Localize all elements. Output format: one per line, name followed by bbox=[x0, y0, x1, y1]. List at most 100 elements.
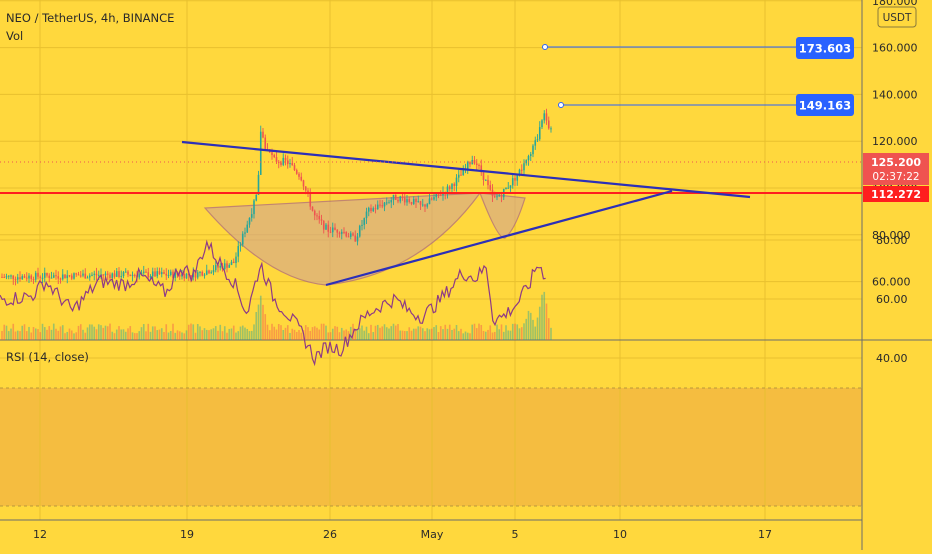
volume-bar bbox=[235, 332, 237, 340]
volume-bar bbox=[127, 328, 129, 340]
volume-bar bbox=[230, 328, 233, 340]
handle-shape[interactable] bbox=[479, 192, 526, 239]
candle-body bbox=[39, 276, 42, 278]
candle-body bbox=[421, 204, 424, 206]
candle-body bbox=[543, 113, 546, 121]
candle-body bbox=[91, 274, 93, 276]
volume-bar bbox=[237, 331, 240, 340]
candle-body bbox=[428, 198, 431, 205]
volume-bar bbox=[75, 332, 78, 340]
volume-bar bbox=[502, 331, 505, 340]
volume-bar bbox=[196, 324, 199, 340]
volume-bar bbox=[255, 311, 258, 340]
volume-bar bbox=[532, 319, 534, 340]
volume-bar bbox=[55, 328, 57, 340]
target-anchor-1[interactable] bbox=[542, 44, 548, 50]
volume-bar bbox=[300, 332, 303, 340]
target-badge-2[interactable] bbox=[796, 94, 854, 116]
candle-body bbox=[138, 274, 141, 278]
candle-body bbox=[302, 180, 305, 187]
candle-body bbox=[498, 195, 501, 197]
volume-bar bbox=[183, 333, 186, 340]
volume-bar bbox=[246, 328, 249, 340]
candle-body bbox=[241, 233, 244, 245]
time-tick-label: 12 bbox=[33, 528, 47, 541]
volume-bar bbox=[318, 329, 321, 340]
volume-bar bbox=[190, 323, 192, 340]
volume-bar bbox=[34, 328, 37, 340]
volume-bar bbox=[167, 332, 170, 340]
volume-bar bbox=[187, 324, 190, 340]
target-badge-1[interactable] bbox=[796, 37, 854, 59]
volume-bar bbox=[325, 325, 327, 340]
volume-bar bbox=[30, 332, 33, 340]
candle-body bbox=[426, 204, 429, 207]
volume-bar bbox=[203, 328, 206, 340]
volume-bar bbox=[478, 323, 480, 340]
volume-bar bbox=[437, 332, 440, 340]
volume-bar bbox=[88, 324, 91, 340]
rsi-axis[interactable]: 40.00 60.00 80.00 bbox=[876, 234, 908, 365]
volume-bar bbox=[392, 323, 395, 340]
candle-body bbox=[104, 273, 107, 276]
currency-badge[interactable] bbox=[877, 6, 917, 28]
volume-bar bbox=[7, 331, 10, 340]
candle-body bbox=[217, 265, 219, 268]
volume-bar bbox=[239, 326, 242, 340]
time-axis[interactable]: 12 19 26 May 5 10 17 bbox=[33, 528, 772, 541]
candle-body bbox=[354, 235, 357, 242]
candle-body bbox=[509, 185, 512, 188]
volume-bar bbox=[91, 324, 93, 340]
volume-bar bbox=[370, 324, 372, 340]
candle-body bbox=[5, 276, 8, 278]
candle-body bbox=[111, 273, 114, 278]
current-price-label: 125.200 bbox=[871, 156, 921, 169]
volume-bar bbox=[534, 326, 537, 340]
candle-body bbox=[424, 204, 426, 207]
candle-body bbox=[55, 275, 57, 277]
volume-bar bbox=[210, 329, 213, 340]
volume-bar bbox=[410, 330, 413, 340]
target-anchor-2[interactable] bbox=[558, 102, 564, 108]
candle-body bbox=[61, 274, 64, 280]
volume-bar bbox=[3, 324, 6, 340]
volume-bar bbox=[201, 330, 204, 340]
candle-body bbox=[75, 273, 78, 275]
volume-bar bbox=[466, 332, 469, 340]
volume-bar bbox=[163, 331, 165, 340]
volume-bar bbox=[176, 330, 179, 340]
ascending-trendline[interactable] bbox=[325, 189, 673, 287]
candle-body bbox=[536, 139, 539, 141]
candle-body bbox=[214, 265, 217, 271]
candle-body bbox=[334, 227, 336, 230]
volume-bar bbox=[275, 329, 278, 340]
candle-body bbox=[149, 276, 152, 278]
candle-body bbox=[367, 207, 370, 212]
descending-trendline[interactable] bbox=[181, 140, 751, 199]
volume-bar bbox=[390, 326, 393, 340]
price-axis-background bbox=[862, 0, 932, 550]
volume-bar bbox=[493, 331, 496, 340]
volume-bar bbox=[1, 330, 3, 340]
volume-bar bbox=[361, 325, 363, 340]
candle-body bbox=[210, 272, 213, 274]
volume-bar bbox=[95, 329, 98, 340]
candle-body bbox=[142, 271, 145, 273]
support-price-badge bbox=[863, 186, 929, 202]
volume-bar bbox=[194, 332, 197, 340]
volume-bar bbox=[185, 330, 188, 340]
price-tick-label: 60.000 bbox=[872, 276, 911, 289]
volume-bar bbox=[316, 327, 318, 340]
volume-bar bbox=[145, 331, 147, 340]
volume-bar bbox=[192, 324, 195, 340]
volume-bar bbox=[430, 328, 433, 340]
candle-body bbox=[318, 216, 321, 220]
candle-body bbox=[201, 271, 204, 276]
candle-body bbox=[388, 202, 390, 204]
candle-body bbox=[394, 194, 397, 200]
volume-bar bbox=[19, 331, 21, 340]
volume-bar bbox=[142, 324, 145, 340]
volume-bar bbox=[268, 330, 271, 340]
